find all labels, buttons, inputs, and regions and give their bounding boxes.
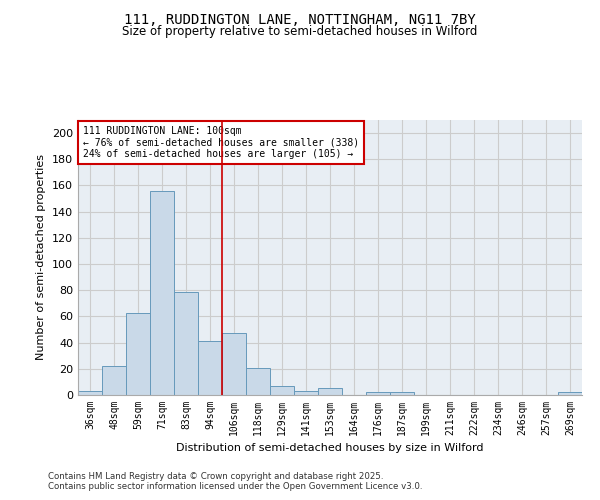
Y-axis label: Number of semi-detached properties: Number of semi-detached properties (37, 154, 46, 360)
Bar (246, 368, 270, 395)
Bar (174, 292, 198, 395)
Text: Size of property relative to semi-detached houses in Wilford: Size of property relative to semi-detach… (122, 25, 478, 38)
Text: 111 RUDDINGTON LANE: 100sqm
← 76% of semi-detached houses are smaller (338)
24% : 111 RUDDINGTON LANE: 100sqm ← 76% of sem… (83, 126, 359, 158)
Bar (126, 312, 150, 395)
Bar (294, 391, 318, 395)
Bar (390, 392, 414, 395)
Text: Contains public sector information licensed under the Open Government Licence v3: Contains public sector information licen… (48, 482, 422, 491)
Bar (198, 342, 222, 395)
Bar (102, 366, 126, 395)
Bar (558, 392, 582, 395)
Bar (78, 391, 102, 395)
Bar (222, 334, 246, 395)
Text: 111, RUDDINGTON LANE, NOTTINGHAM, NG11 7BY: 111, RUDDINGTON LANE, NOTTINGHAM, NG11 7… (124, 12, 476, 26)
Bar (318, 388, 342, 395)
X-axis label: Distribution of semi-detached houses by size in Wilford: Distribution of semi-detached houses by … (176, 444, 484, 454)
Bar (270, 386, 294, 395)
Bar (150, 190, 174, 395)
Text: Contains HM Land Registry data © Crown copyright and database right 2025.: Contains HM Land Registry data © Crown c… (48, 472, 383, 481)
Bar (366, 392, 390, 395)
